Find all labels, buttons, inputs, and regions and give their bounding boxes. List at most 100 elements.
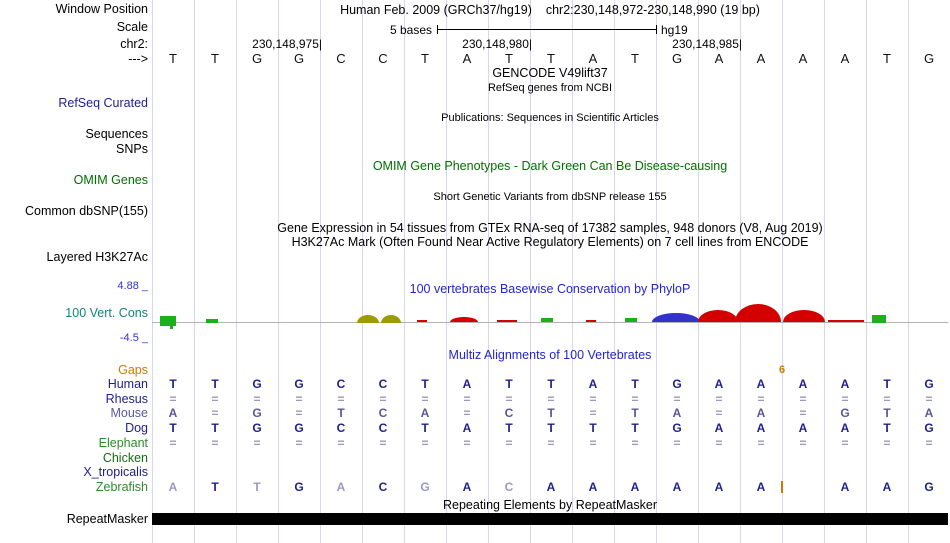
guideline: [866, 0, 867, 543]
guideline: [740, 0, 741, 543]
species-label-human[interactable]: Human: [107, 377, 148, 391]
alignment-base: =: [253, 392, 261, 406]
track-title-dbsnp[interactable]: Short Genetic Variants from dbSNP releas…: [433, 191, 667, 203]
alignment-base: T: [883, 421, 891, 435]
alignment-base: T: [883, 406, 891, 420]
alignment-base: =: [883, 436, 891, 450]
alignment-base: C: [378, 406, 388, 420]
species-label-chicken[interactable]: Chicken: [102, 451, 148, 465]
guideline: [320, 0, 321, 543]
conservation-baseline: [152, 322, 948, 323]
position-range: chr2:230,148,972-230,148,990 (19 bp): [545, 3, 760, 17]
conservation-max-value: 4.88 _: [117, 280, 148, 292]
track-label-sequences[interactable]: Sequences: [85, 127, 148, 141]
conservation-mark: [160, 316, 176, 326]
alignment-base: A: [672, 406, 682, 420]
species-label-dog[interactable]: Dog: [125, 421, 148, 435]
track-title-phylop[interactable]: 100 vertebrates Basewise Conservation by…: [409, 282, 691, 296]
conservation-mark: [586, 320, 596, 322]
conservation-mark: [381, 315, 401, 323]
track-title-gtex[interactable]: Gene Expression in 54 tissues from GTEx …: [277, 221, 823, 235]
alignment-base: =: [379, 392, 387, 406]
coordinate-tick: 230,148,985|: [672, 37, 742, 51]
reference-base: A: [714, 51, 724, 66]
track-title-gencode[interactable]: GENCODE V49lift37: [492, 66, 608, 80]
track-subtitle-refseq[interactable]: RefSeq genes from NCBI: [487, 82, 613, 94]
alignment-base: A: [168, 480, 178, 494]
track-label-omim-genes[interactable]: OMIM Genes: [73, 173, 148, 187]
alignment-base: =: [715, 392, 723, 406]
alignment-base: =: [295, 392, 303, 406]
species-label-zebrafish[interactable]: Zebrafish: [95, 480, 148, 494]
species-label-x_tropicalis[interactable]: X_tropicalis: [83, 465, 148, 479]
alignment-base: C: [378, 480, 388, 494]
alignment-row-mouse[interactable]: A = G = T C A = C T = T A = A = G T A: [0, 407, 950, 420]
track-title-h3k27ac[interactable]: H3K27Ac Mark (Often Found Near Active Re…: [291, 235, 809, 249]
alignment-base: =: [715, 406, 723, 420]
species-label-elephant[interactable]: Elephant: [98, 436, 148, 450]
track-title-multiz[interactable]: Multiz Alignments of 100 Vertebrates: [448, 348, 652, 362]
track-label-h3k27ac[interactable]: Layered H3K27Ac: [46, 250, 148, 264]
coordinate-tick: 230,148,980|: [462, 37, 532, 51]
alignment-base: A: [756, 480, 766, 494]
alignment-base: =: [757, 436, 765, 450]
alignment-base: T: [589, 421, 597, 435]
alignment-base: =: [421, 436, 429, 450]
conservation-mark: [652, 313, 700, 322]
track-label-100-vert-cons[interactable]: 100 Vert. Cons: [65, 306, 148, 320]
alignment-base: T: [631, 377, 639, 391]
alignment-base: T: [631, 406, 639, 420]
alignment-base: T: [211, 421, 219, 435]
alignment-base: =: [925, 436, 933, 450]
conservation-mark: [170, 326, 173, 329]
alignment-base: A: [462, 421, 472, 435]
reference-base: A: [756, 51, 766, 66]
track-title-omim[interactable]: OMIM Gene Phenotypes - Dark Green Can Be…: [372, 159, 728, 173]
guideline: [824, 0, 825, 543]
track-label-gaps[interactable]: Gaps: [118, 363, 148, 377]
reference-base: G: [251, 51, 263, 66]
alignment-row-rhesus[interactable]: = = = = = = = = = = = = = = = = = = =: [0, 393, 950, 406]
alignment-base: =: [589, 436, 597, 450]
alignment-base: =: [211, 392, 219, 406]
alignment-base: =: [295, 436, 303, 450]
track-label-repeatmasker[interactable]: RepeatMasker: [66, 512, 148, 526]
alignment-base: =: [799, 392, 807, 406]
reference-base: T: [211, 51, 219, 66]
track-label-snps[interactable]: SNPs: [116, 142, 148, 156]
species-label-mouse[interactable]: Mouse: [110, 406, 148, 420]
alignment-row-chicken[interactable]: [0, 452, 950, 465]
alignment-base: =: [211, 436, 219, 450]
track-title-repeatmasker[interactable]: Repeating Elements by RepeatMasker: [442, 498, 657, 512]
alignment-base: T: [547, 377, 555, 391]
repeatmasker-element-bar[interactable]: [152, 513, 948, 525]
alignment-base: =: [547, 392, 555, 406]
alignment-row-elephant[interactable]: = = = = = = = = = = = = = = = = = = =: [0, 437, 950, 450]
alignment-base: =: [379, 436, 387, 450]
guideline: [152, 0, 153, 543]
alignment-base: T: [211, 480, 219, 494]
track-label-dbsnp[interactable]: Common dbSNP(155): [25, 204, 148, 218]
reference-base: C: [378, 51, 388, 66]
alignment-base: T: [169, 421, 177, 435]
alignment-base: G: [294, 377, 304, 391]
alignment-base: A: [756, 377, 766, 391]
guideline: [908, 0, 909, 543]
guideline: [488, 0, 489, 543]
alignment-row-x_tropicalis[interactable]: [0, 466, 950, 479]
alignment-base: T: [253, 480, 261, 494]
alignment-base: =: [799, 406, 807, 420]
track-title-publications[interactable]: Publications: Sequences in Scientific Ar…: [441, 112, 659, 124]
alignment-base: T: [211, 377, 219, 391]
track-label-refseq-curated[interactable]: RefSeq Curated: [58, 96, 148, 110]
alignment-base: =: [463, 406, 471, 420]
species-label-rhesus[interactable]: Rhesus: [105, 392, 148, 406]
alignment-base: C: [336, 377, 346, 391]
alignment-base: T: [631, 421, 639, 435]
alignment-base: =: [169, 392, 177, 406]
alignment-base: G: [924, 480, 934, 494]
alignment-base: A: [714, 421, 724, 435]
